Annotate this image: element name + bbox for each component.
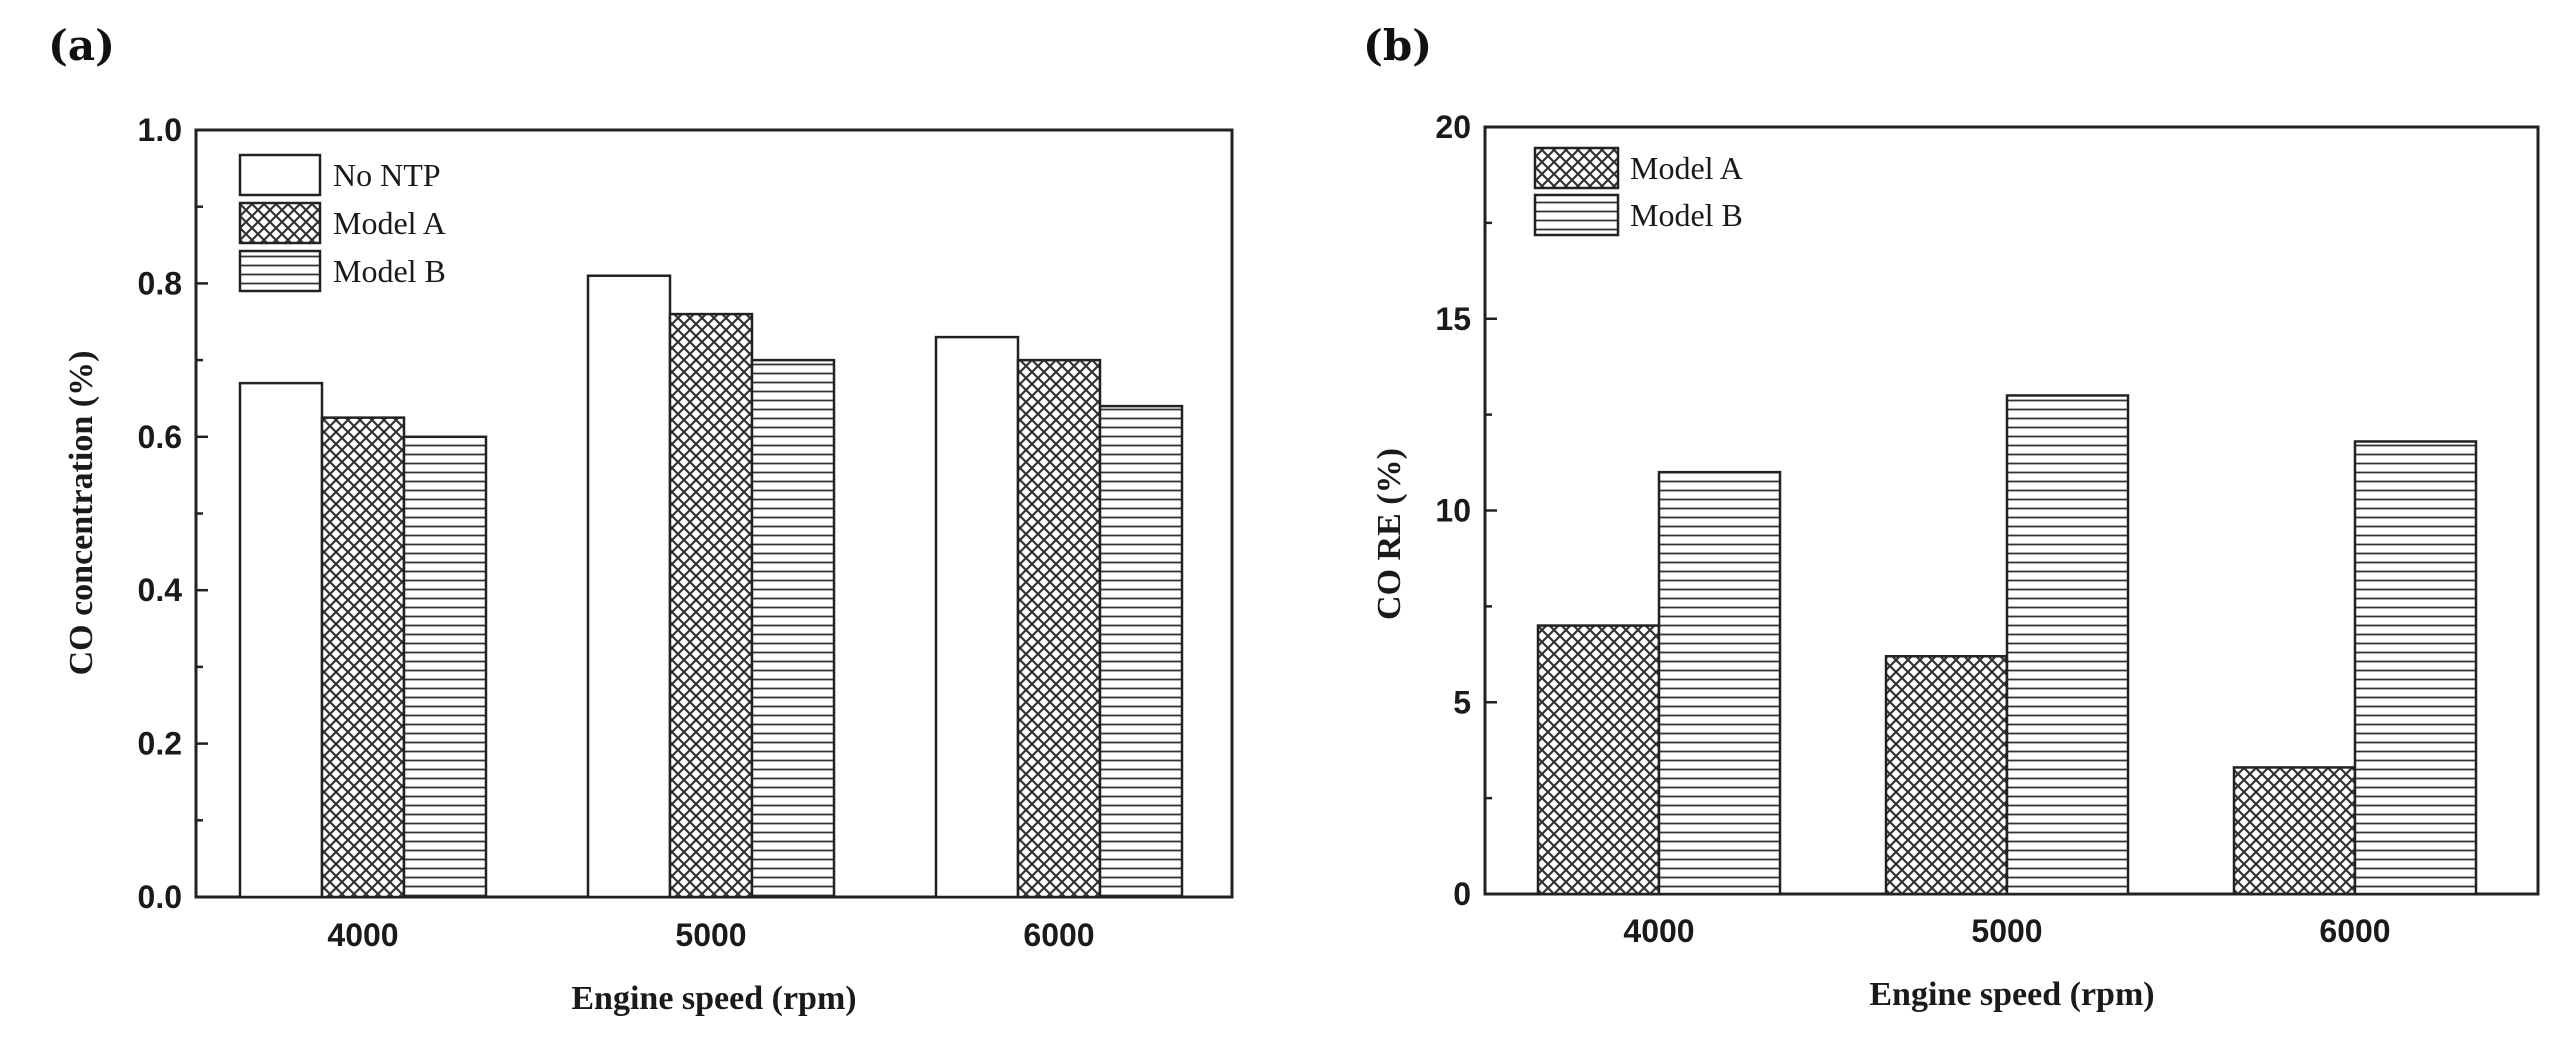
panel-a-y-axis: 0.0 0.2 0.4 0.6 0.8 1.0	[138, 112, 208, 915]
legend-label-model-a: Model A	[1630, 150, 1743, 186]
panel-b-y-axis: 0 5 10 15 20	[1435, 109, 1497, 912]
bar-no-ntp-6000	[934, 335, 1020, 899]
legend-label-model-b: Model B	[333, 253, 446, 289]
panel-a-y-tick-label: 0.2	[138, 726, 182, 762]
bar-no-ntp-4000	[238, 381, 324, 899]
bar-model-a-6000	[2232, 766, 2357, 896]
panel-b-x-tick-label: 4000	[1623, 913, 1694, 949]
panel-a-x-tick-label: 6000	[1023, 917, 1094, 953]
panel-a-y-tick-label: 1.0	[138, 112, 182, 148]
panel-b-bars	[1536, 394, 2478, 896]
bar-model-b-6000	[1098, 404, 1184, 899]
panel-a: (a) 0.0 0.2 0.4 0.6 0.8 1.0 4000 5000 6000 Engi…	[48, 21, 1234, 1017]
panel-b-y-tick-label: 5	[1453, 684, 1471, 720]
panel-b-x-tick-label: 6000	[2319, 913, 2390, 949]
panel-b-x-axis: 4000 5000 6000	[1623, 884, 2391, 949]
legend-label-model-a: Model A	[333, 205, 446, 241]
panel-b-y-tick-label: 15	[1435, 301, 1471, 337]
bar-model-a-5000	[668, 312, 754, 899]
panel-b-y-tick-label: 10	[1435, 493, 1471, 529]
legend-swatch-model-b	[238, 249, 322, 293]
bar-no-ntp-5000	[586, 274, 672, 899]
legend-label-no-ntp: No NTP	[333, 157, 441, 193]
panel-a-label: (a)	[48, 21, 115, 70]
panel-b-label: (b)	[1363, 21, 1432, 70]
panel-b-x-axis-title: Engine speed (rpm)	[1869, 976, 2154, 1013]
bar-model-a-5000	[1884, 654, 2009, 896]
panel-a-bars	[238, 274, 1184, 899]
panel-b-y-axis-title: CO RE (%)	[1371, 448, 1408, 620]
bar-model-b-4000	[402, 435, 488, 899]
panel-a-legend: No NTP Model A Model B	[238, 153, 446, 293]
panel-a-y-tick-label: 0.0	[138, 879, 182, 915]
panel-b-y-tick-label: 0	[1453, 876, 1471, 912]
bar-model-a-4000	[1536, 624, 1661, 896]
panel-b-x-tick-label: 5000	[1971, 913, 2042, 949]
legend-swatch-model-b	[1533, 193, 1620, 237]
bar-model-a-4000	[320, 416, 406, 899]
bar-model-b-5000	[750, 358, 836, 899]
panel-a-x-tick-label: 4000	[327, 917, 398, 953]
panel-b-y-tick-label: 20	[1435, 109, 1471, 145]
panel-a-y-axis-title: CO concentration (%)	[63, 351, 100, 676]
panel-b: (b) 0 5 10 15 20 4000 5000 6000 Engine speed (…	[1363, 21, 2540, 1013]
panel-a-x-axis-title: Engine speed (rpm)	[571, 980, 856, 1017]
bar-model-b-5000	[2005, 394, 2130, 896]
panel-b-legend: Model A Model B	[1533, 146, 1743, 237]
legend-swatch-no-ntp	[238, 153, 322, 197]
bar-model-b-6000	[2353, 440, 2478, 896]
bar-model-b-4000	[1657, 470, 1782, 896]
legend-swatch-model-a	[238, 201, 322, 245]
legend-label-model-b: Model B	[1630, 197, 1743, 233]
panel-a-x-tick-label: 5000	[675, 917, 746, 953]
legend-swatch-model-a	[1533, 146, 1620, 190]
panel-a-y-tick-label: 0.4	[138, 572, 183, 608]
panel-a-y-tick-label: 0.6	[138, 419, 182, 455]
panel-a-y-tick-label: 0.8	[138, 265, 182, 301]
bar-model-a-6000	[1016, 358, 1102, 899]
